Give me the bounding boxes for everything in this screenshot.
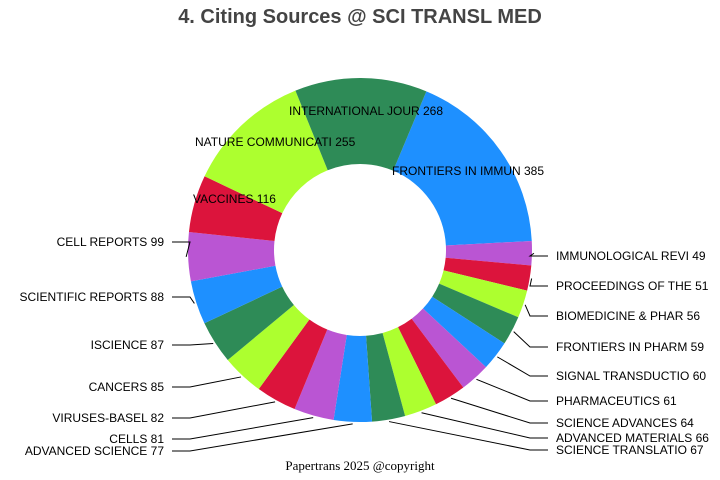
- donut-slice[interactable]: [190, 265, 283, 324]
- leader-line: [524, 304, 548, 317]
- leader-line: [172, 423, 353, 452]
- leader-line: [513, 331, 548, 348]
- leader-line: [172, 376, 242, 388]
- chart-title: 4. Citing Sources @ SCI TRANSL MED: [178, 6, 542, 28]
- slice-labels: FRONTIERS IN IMMUN 385 IMMUNOLOGICAL REVI…: [20, 104, 710, 458]
- slice-label: FRONTIERS IN PHARM 59: [556, 340, 704, 354]
- copyright-footer: Papertrans 2025 @copyright: [285, 458, 435, 473]
- slice-label: SIGNAL TRANSDUCTIO 60: [556, 369, 706, 383]
- donut-slice[interactable]: [398, 318, 464, 405]
- leader-line: [529, 278, 548, 287]
- leader-line: [172, 401, 276, 419]
- slice-label: PROCEEDINGS OF THE 51: [556, 279, 709, 293]
- donut-slice[interactable]: [411, 308, 486, 388]
- slice-label: ADVANCED MATERIALS 66: [556, 431, 709, 445]
- leader-line: [528, 252, 548, 257]
- leader-line: [172, 296, 195, 304]
- donut-slice[interactable]: [204, 286, 294, 360]
- donut-slice[interactable]: [204, 90, 328, 214]
- donut-slice[interactable]: [445, 240, 532, 266]
- donut-slice[interactable]: [294, 329, 347, 420]
- donut-slice[interactable]: [366, 332, 406, 422]
- leader-line: [476, 378, 548, 402]
- slice-label: CELL REPORTS 99: [57, 235, 165, 249]
- slice-label: PHARMACEUTICS 61: [556, 394, 677, 408]
- slice-label: SCIENTIFIC REPORTS 88: [20, 290, 165, 304]
- donut-slice[interactable]: [295, 78, 427, 171]
- slice-label: VACCINES 116: [193, 192, 276, 206]
- slice-label: VIRUSES-BASEL 82: [52, 411, 164, 425]
- donut-slice[interactable]: [432, 283, 519, 344]
- leader-line: [450, 397, 548, 424]
- leader-line: [421, 412, 548, 439]
- donut-slice[interactable]: [393, 91, 532, 246]
- donut-slice[interactable]: [443, 257, 532, 291]
- slice-label: ADVANCED SCIENCE 77: [25, 444, 164, 458]
- donut-slice[interactable]: [382, 327, 437, 416]
- donut-slice[interactable]: [258, 319, 328, 410]
- donut-slice[interactable]: [333, 334, 373, 422]
- slice-label: SCIENCE TRANSLATIO 67: [556, 443, 704, 457]
- slice-label: NATURE COMMUNICATI 255: [195, 135, 356, 149]
- slice-label: ISCIENCE 87: [91, 338, 165, 352]
- donut-slice[interactable]: [188, 176, 283, 242]
- leader-line: [172, 417, 314, 440]
- slice-label: BIOMEDICINE & PHAR 56: [556, 309, 700, 323]
- leader-line: [172, 342, 214, 346]
- slice-label: SCIENCE ADVANCES 64: [556, 416, 694, 430]
- slice-label: FRONTIERS IN IMMUN 385: [392, 164, 544, 178]
- donut-slice[interactable]: [422, 296, 505, 368]
- leader-lines: [172, 241, 548, 452]
- leader-line: [388, 421, 548, 451]
- slice-label: IMMUNOLOGICAL REVI 49: [556, 249, 706, 263]
- donut-slice[interactable]: [439, 270, 528, 318]
- slice-label: CANCERS 85: [89, 380, 165, 394]
- leader-line: [497, 356, 548, 377]
- slice-label: INTERNATIONAL JOUR 268: [289, 104, 443, 118]
- donut-slices: [188, 78, 532, 422]
- slice-label: CELLS 81: [109, 432, 164, 446]
- leader-line: [172, 241, 191, 257]
- donut-slice[interactable]: [227, 304, 310, 390]
- donut-slice[interactable]: [188, 232, 276, 282]
